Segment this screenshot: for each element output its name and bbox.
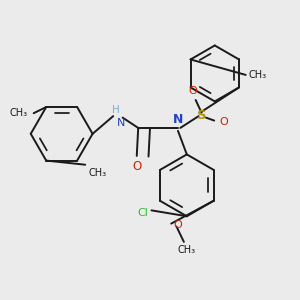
Text: O: O — [188, 85, 197, 95]
Text: CH₃: CH₃ — [249, 70, 267, 80]
Text: O: O — [132, 160, 141, 173]
Text: N: N — [117, 118, 125, 128]
Text: S: S — [197, 109, 207, 122]
Text: CH₃: CH₃ — [178, 245, 196, 255]
Text: N: N — [173, 112, 183, 126]
Text: CH₃: CH₃ — [10, 108, 28, 118]
Text: O: O — [174, 220, 182, 230]
Text: O: O — [219, 117, 228, 127]
Text: Cl: Cl — [138, 208, 148, 218]
Text: CH₃: CH₃ — [88, 168, 106, 178]
Text: H: H — [112, 105, 120, 115]
